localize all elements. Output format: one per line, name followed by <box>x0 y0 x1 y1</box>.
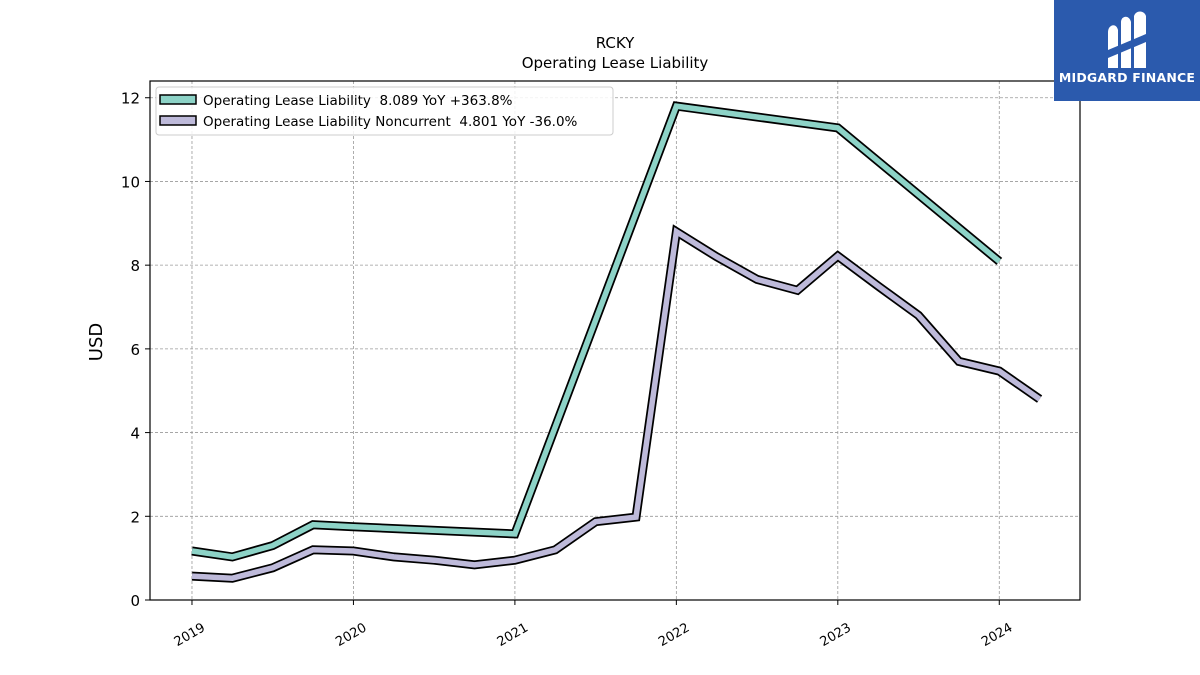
midgard-finance-logo: MIDGARD FINANCE <box>1054 0 1200 101</box>
x-tick-label: 2023 <box>818 620 854 650</box>
legend: Operating Lease Liability 8.089 YoY +363… <box>155 86 614 136</box>
chart-title: RCKY <box>596 34 635 52</box>
legend-box <box>155 86 614 136</box>
y-tick-label: 8 <box>130 257 140 275</box>
y-tick-label: 4 <box>130 425 140 443</box>
legend-label-operating-lease-liability-noncurrent: Operating Lease Liability Noncurrent 4.8… <box>203 114 578 130</box>
y-tick-label: 0 <box>130 592 140 610</box>
x-tick-label: 2024 <box>979 620 1015 650</box>
x-tick-label: 2020 <box>333 620 369 650</box>
y-tick-label: 12 <box>121 90 140 108</box>
legend-label-operating-lease-liability: Operating Lease Liability 8.089 YoY +363… <box>203 93 513 109</box>
y-tick-label: 2 <box>130 508 140 526</box>
legend-swatch-operating-lease-liability-noncurrent <box>159 115 197 126</box>
tick-layer: 0 2 4 6 8 10 12 2019 2020 2021 2022 2023 2024 <box>121 90 1015 650</box>
y-tick-label: 6 <box>130 341 140 359</box>
logo-text: MIDGARD FINANCE <box>1058 70 1196 85</box>
x-tick-label: 2022 <box>656 620 692 650</box>
legend-swatch-operating-lease-liability <box>159 94 197 105</box>
series-line-1 <box>191 227 1042 581</box>
series-line-0 <box>191 103 1002 560</box>
y-axis-label: USD <box>86 323 107 361</box>
x-tick-label: 2019 <box>172 620 208 650</box>
series-line-outline-0 <box>191 101 1003 562</box>
x-tick-label: 2021 <box>495 620 531 650</box>
chart-subtitle: Operating Lease Liability <box>522 54 709 72</box>
y-tick-label: 10 <box>121 173 140 191</box>
midgard-logo-mark-icon <box>1108 11 1146 69</box>
plot-frame <box>149 80 1081 601</box>
series-layer <box>191 101 1043 583</box>
